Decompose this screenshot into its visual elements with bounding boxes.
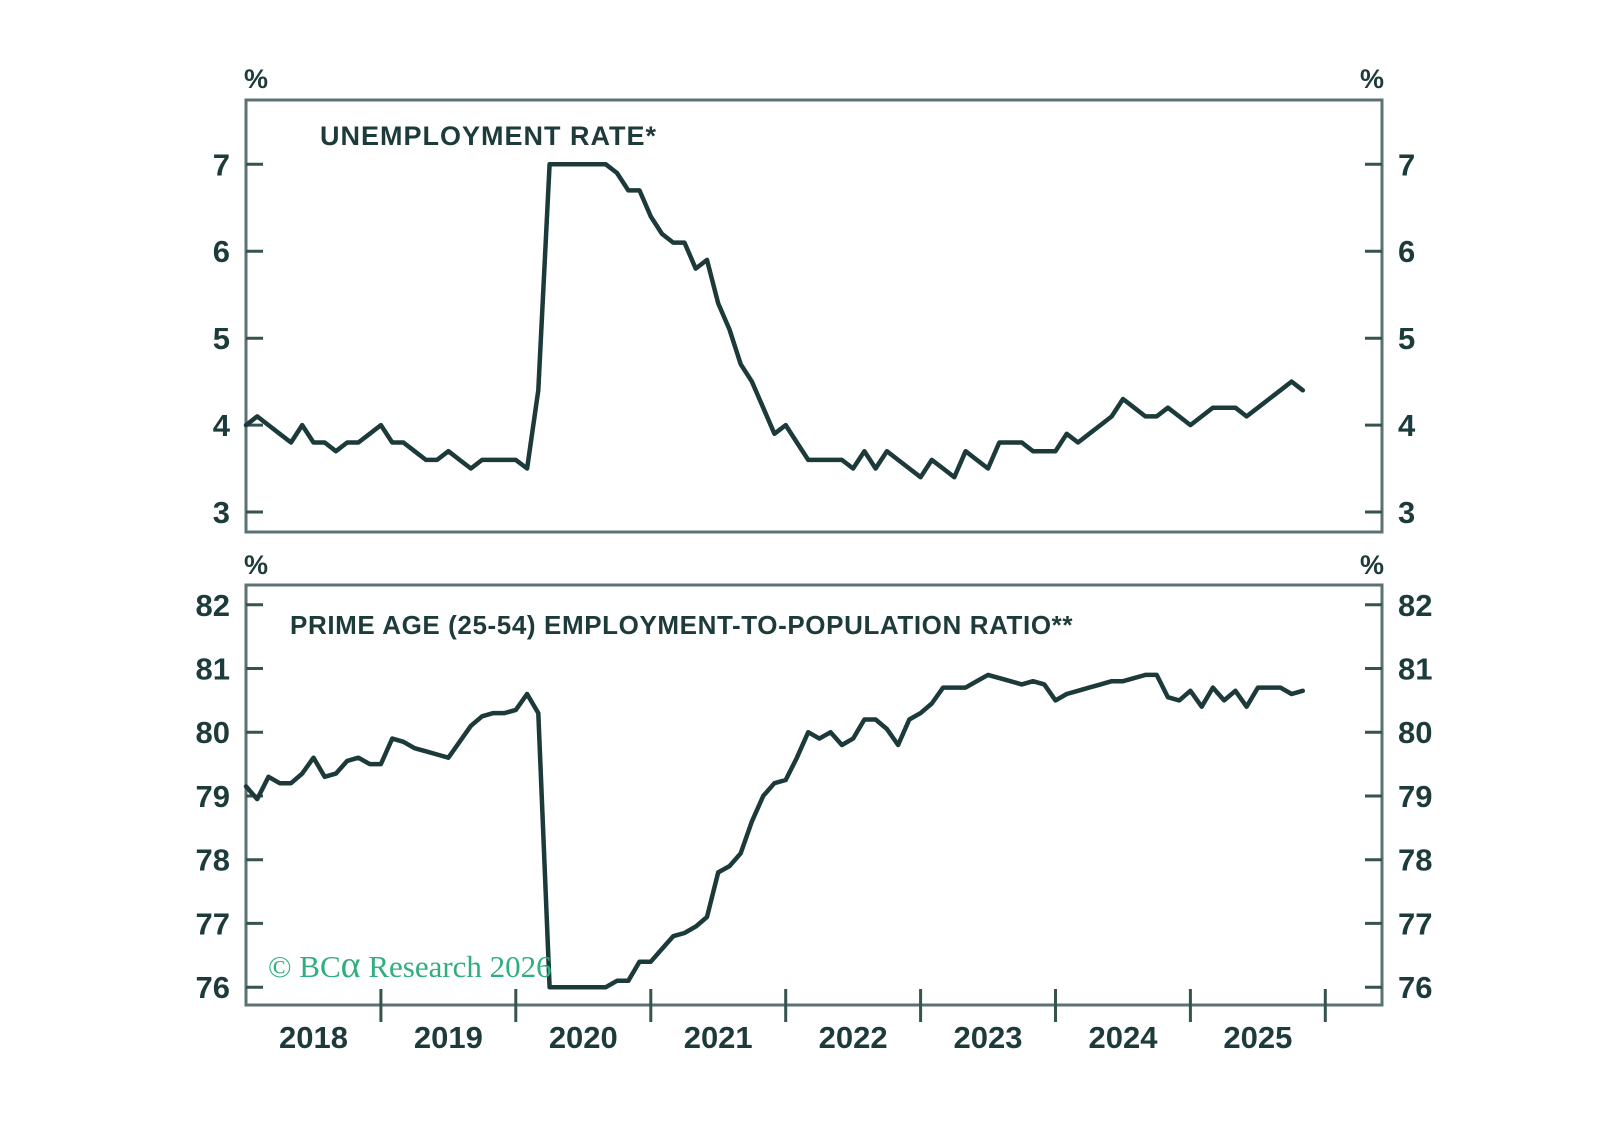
y-axis-label-left: 77 bbox=[196, 906, 230, 941]
x-axis-year-label: 2022 bbox=[819, 1020, 888, 1055]
y-axis-label-right: 77 bbox=[1398, 906, 1432, 941]
epop-chart-axes-and-line: 76 76 77 77 78 78 79 79 80 80 81 81 82 82 2018 2019 2020… bbox=[196, 583, 1432, 1055]
x-axis-year-label: 2024 bbox=[1089, 1020, 1159, 1055]
y-axis-label-left: 5 bbox=[213, 321, 230, 356]
y-axis-label-right: 3 bbox=[1398, 495, 1415, 530]
percent-unit-top-right: % bbox=[1360, 64, 1384, 94]
y-axis-label-right: 79 bbox=[1398, 779, 1432, 814]
y-axis-label-right: 4 bbox=[1398, 408, 1416, 443]
plot-border bbox=[244, 98, 1384, 534]
prime-age-epop-line bbox=[243, 672, 1306, 990]
y-axis-label-left: 80 bbox=[196, 715, 230, 750]
watermark-suffix: Research 2026 bbox=[361, 949, 552, 984]
x-axis-year-label: 2023 bbox=[954, 1020, 1023, 1055]
y-axis-label-right: 76 bbox=[1398, 970, 1432, 1005]
y-axis-label-left: 81 bbox=[196, 652, 230, 687]
chart-title-prime-age-epop: PRIME AGE (25-54) EMPLOYMENT-TO-POPULATI… bbox=[290, 610, 1073, 640]
prime-age-epop-chart-panel: 76 76 77 77 78 78 79 79 80 80 81 81 82 82 2018 2019 2020… bbox=[196, 550, 1433, 1055]
y-axis-label-right: 5 bbox=[1398, 321, 1415, 356]
y-axis-label-right: 78 bbox=[1398, 843, 1432, 878]
y-axis-label-right: 82 bbox=[1398, 588, 1432, 623]
y-axis-label-left: 78 bbox=[196, 843, 230, 878]
x-axis-year-label: 2020 bbox=[549, 1020, 618, 1055]
x-axis-year-label: 2019 bbox=[414, 1020, 483, 1055]
x-axis-year-label: 2018 bbox=[279, 1020, 348, 1055]
unemployment-chart-axes-and-line: 3 3 4 4 5 5 6 6 7 7 bbox=[213, 98, 1416, 534]
y-axis-label-right: 81 bbox=[1398, 652, 1432, 687]
y-axis-label-left: 7 bbox=[213, 147, 230, 182]
percent-unit-bottom-left: % bbox=[244, 550, 268, 580]
percent-unit-bottom-right: % bbox=[1360, 550, 1384, 580]
y-axis-label-left: 82 bbox=[196, 588, 230, 623]
y-axis-label-left: 6 bbox=[213, 234, 230, 269]
y-axis-label-right: 6 bbox=[1398, 234, 1415, 269]
x-axis-year-label: 2025 bbox=[1223, 1020, 1292, 1055]
unemployment-chart-panel: 3 3 4 4 5 5 6 6 7 7 % % UNEMPLOYMENT RATE* bbox=[213, 64, 1416, 534]
watermark-prefix: © BC bbox=[268, 949, 341, 984]
bca-alpha-glyph: α bbox=[341, 944, 361, 986]
y-axis-label-left: 4 bbox=[213, 408, 231, 443]
x-axis-year-label: 2021 bbox=[684, 1020, 753, 1055]
y-axis-label-left: 76 bbox=[196, 970, 230, 1005]
y-axis-label-left: 79 bbox=[196, 779, 230, 814]
plot-border bbox=[244, 583, 1384, 1007]
bca-research-watermark: © BCα Research 2026 bbox=[268, 944, 552, 986]
unemployment-rate-line bbox=[243, 162, 1306, 480]
percent-unit-top-left: % bbox=[244, 64, 268, 94]
y-axis-label-right: 7 bbox=[1398, 147, 1415, 182]
y-axis-label-right: 80 bbox=[1398, 715, 1432, 750]
chart-title-unemployment-rate: UNEMPLOYMENT RATE* bbox=[320, 121, 657, 151]
y-axis-label-left: 3 bbox=[213, 495, 230, 530]
